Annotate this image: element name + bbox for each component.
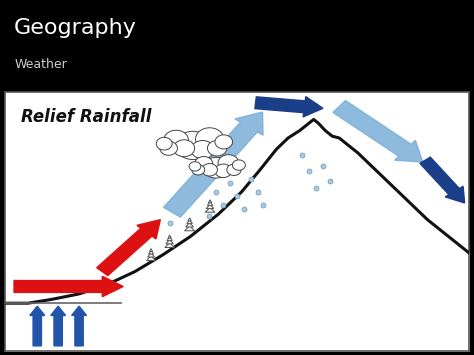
Polygon shape [165,243,174,247]
Circle shape [202,164,218,176]
Polygon shape [209,200,212,203]
Polygon shape [167,237,173,241]
Polygon shape [333,100,423,162]
Circle shape [191,141,214,159]
Circle shape [173,140,195,157]
Polygon shape [205,208,215,212]
Polygon shape [149,248,153,251]
Circle shape [208,141,227,156]
Polygon shape [186,223,193,227]
Circle shape [175,131,210,159]
Polygon shape [187,220,192,224]
Circle shape [191,165,205,175]
Polygon shape [255,97,323,117]
Polygon shape [148,250,154,254]
Circle shape [203,157,229,178]
Polygon shape [166,240,173,244]
Polygon shape [97,220,160,275]
Circle shape [227,164,241,175]
Polygon shape [72,306,86,346]
Polygon shape [184,226,195,231]
Circle shape [164,130,189,150]
Polygon shape [30,306,45,346]
Polygon shape [147,253,155,257]
Circle shape [160,141,177,155]
Polygon shape [146,256,155,261]
Polygon shape [14,276,123,297]
Circle shape [195,128,224,151]
Circle shape [156,137,172,150]
Polygon shape [188,218,191,221]
Circle shape [189,162,201,171]
Polygon shape [51,306,65,346]
Text: Relief Rainfall: Relief Rainfall [21,108,152,126]
Polygon shape [207,202,213,205]
Circle shape [218,155,239,171]
Text: Weather: Weather [14,59,67,71]
Circle shape [215,164,232,178]
Circle shape [195,157,213,171]
Circle shape [232,160,246,170]
Text: Geography: Geography [14,18,137,38]
Polygon shape [168,235,171,238]
Polygon shape [420,157,465,203]
Circle shape [215,135,233,149]
Polygon shape [206,204,214,209]
Polygon shape [164,112,263,217]
